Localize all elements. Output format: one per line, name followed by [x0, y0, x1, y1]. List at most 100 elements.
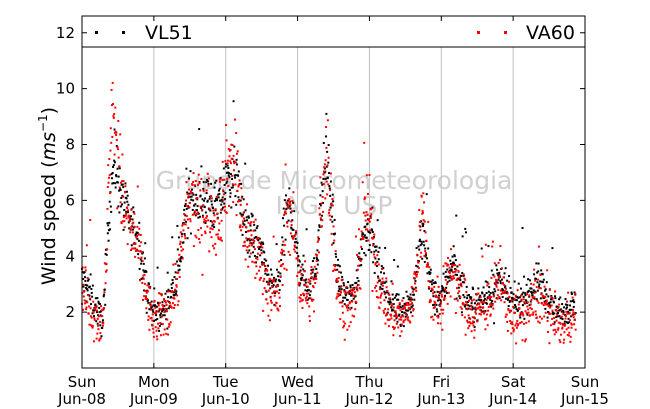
data-point	[536, 289, 539, 292]
data-point	[128, 214, 131, 217]
data-point	[381, 267, 384, 270]
data-point	[267, 264, 270, 267]
data-point	[476, 320, 479, 323]
data-point	[250, 238, 253, 241]
data-point	[390, 314, 393, 317]
data-point	[504, 267, 507, 270]
data-point	[437, 285, 440, 288]
data-point	[208, 250, 211, 253]
data-point	[409, 293, 412, 296]
data-point	[405, 290, 408, 293]
data-point	[121, 153, 124, 156]
data-point	[115, 131, 118, 134]
data-point	[194, 214, 197, 217]
data-point	[124, 182, 127, 185]
data-point	[270, 279, 273, 282]
data-point	[226, 164, 229, 167]
data-point	[445, 283, 448, 286]
data-point	[120, 183, 123, 186]
data-point	[148, 308, 151, 311]
data-point	[103, 307, 106, 310]
data-point	[509, 309, 512, 312]
data-point	[335, 280, 338, 283]
data-point	[219, 176, 222, 179]
data-point	[387, 308, 390, 311]
data-point	[139, 258, 142, 261]
data-point	[506, 320, 509, 323]
data-point	[305, 299, 308, 302]
data-point	[551, 309, 554, 312]
data-point	[380, 294, 383, 297]
data-point	[517, 282, 520, 285]
data-point	[108, 157, 111, 160]
data-point	[500, 278, 503, 281]
data-point	[482, 306, 485, 309]
data-point	[343, 289, 346, 292]
data-point	[316, 257, 319, 260]
data-point	[406, 295, 409, 298]
data-point	[442, 289, 445, 292]
data-point	[506, 292, 509, 295]
data-point	[150, 323, 153, 326]
data-point	[311, 299, 314, 302]
data-point	[400, 323, 403, 326]
data-point	[138, 267, 141, 270]
data-point	[540, 317, 543, 320]
data-point	[437, 314, 440, 317]
data-point	[570, 315, 573, 318]
data-point	[465, 285, 468, 288]
data-point	[299, 282, 302, 285]
data-point	[347, 290, 350, 293]
data-point	[142, 262, 145, 265]
data-point	[204, 220, 207, 223]
data-point	[361, 237, 364, 240]
data-point	[163, 314, 166, 317]
data-point	[553, 312, 556, 315]
data-point	[531, 296, 534, 299]
data-point	[347, 304, 350, 307]
data-point	[107, 164, 110, 167]
data-point	[512, 305, 515, 308]
data-point	[307, 281, 310, 284]
data-point	[168, 323, 171, 326]
data-point	[387, 325, 390, 328]
data-point	[210, 200, 213, 203]
data-point	[452, 245, 455, 248]
data-point	[336, 295, 339, 298]
data-point	[402, 315, 405, 318]
data-point	[95, 311, 98, 314]
data-point	[530, 291, 533, 294]
data-point	[345, 304, 348, 307]
data-point	[384, 322, 387, 325]
data-point	[546, 303, 549, 306]
data-point	[369, 208, 372, 211]
data-point	[302, 293, 305, 296]
data-point	[252, 221, 255, 224]
data-point	[284, 194, 287, 197]
data-point	[258, 241, 261, 244]
data-point	[333, 265, 336, 268]
data-point	[91, 312, 94, 315]
data-point	[415, 275, 418, 278]
data-point	[331, 204, 334, 207]
data-point	[235, 152, 238, 155]
data-point	[425, 239, 428, 242]
data-point	[83, 271, 86, 274]
data-point	[341, 301, 344, 304]
data-point	[351, 314, 354, 317]
data-point	[368, 217, 371, 220]
data-point	[525, 293, 528, 296]
data-point	[321, 195, 324, 198]
data-point	[231, 178, 234, 181]
data-point	[165, 303, 168, 306]
data-point	[379, 296, 382, 299]
data-point	[277, 309, 280, 312]
data-point	[180, 249, 183, 252]
data-point	[529, 306, 532, 309]
data-point	[143, 273, 146, 276]
data-point	[92, 300, 95, 303]
data-point	[348, 289, 351, 292]
x-tick-label-date: Jun-13	[416, 390, 465, 408]
data-point	[244, 225, 247, 228]
data-point	[394, 310, 397, 313]
